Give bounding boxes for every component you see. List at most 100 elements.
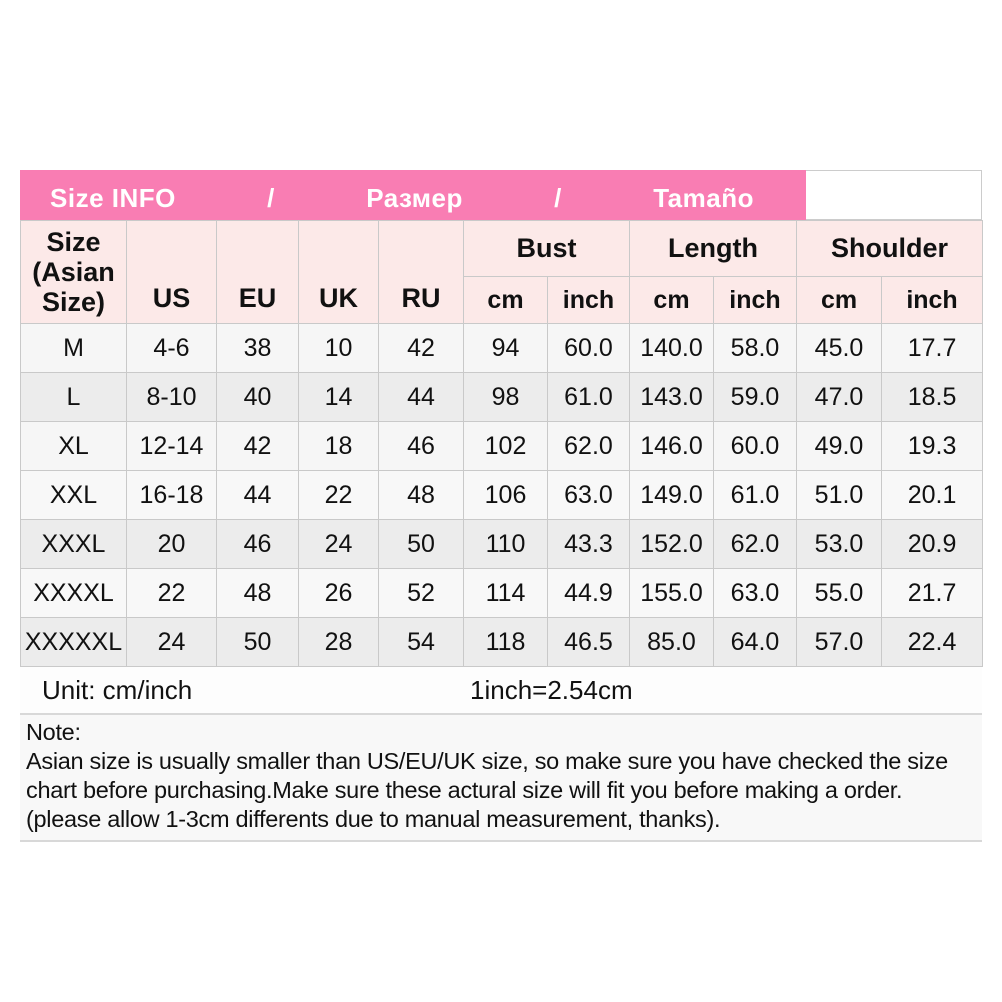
- cell-size: M: [20, 323, 127, 373]
- cell-length-inch: 59.0: [712, 372, 798, 422]
- cell-uk: 24: [298, 519, 379, 569]
- subheader-length-cm: cm: [629, 276, 714, 324]
- cell-shoulder-inch: 17.7: [881, 323, 984, 373]
- cell-ru: 42: [378, 323, 464, 373]
- cell-length-inch: 61.0: [712, 470, 798, 520]
- unit-line: Unit: cm/inch 1inch=2.54cm: [20, 667, 982, 713]
- cell-bust-cm: 94: [463, 323, 548, 373]
- cell-bust-cm: 118: [463, 617, 548, 667]
- unit-label: Unit: cm/inch: [42, 674, 193, 705]
- cell-shoulder-cm: 57.0: [796, 617, 883, 667]
- banner-row: Size INFO / Размер / Tamaño: [20, 170, 982, 220]
- cell-size: XXL: [20, 470, 127, 520]
- size-table: Size (Asian Size) US EU UK RU Bust Lengt…: [20, 220, 984, 667]
- cell-size: L: [20, 372, 127, 422]
- cell-bust-inch: 63.0: [547, 470, 630, 520]
- cell-ru: 52: [378, 568, 464, 618]
- cell-bust-cm: 98: [463, 372, 548, 422]
- cell-us: 8-10: [126, 372, 217, 422]
- cell-shoulder-cm: 49.0: [796, 421, 883, 471]
- cell-uk: 10: [298, 323, 379, 373]
- table-row-l: L 8-10 40 14 44 98 61.0 143.0 59.0 47.0 …: [20, 372, 984, 422]
- banner-separator: /: [267, 182, 275, 213]
- table-row-xxxl: XXXL 20 46 24 50 110 43.3 152.0 62.0 53.…: [20, 519, 984, 569]
- col-header-size: Size (Asian Size): [20, 220, 127, 324]
- cell-shoulder-inch: 20.9: [881, 519, 984, 569]
- cell-uk: 26: [298, 568, 379, 618]
- cell-eu: 48: [216, 568, 299, 618]
- subheader-length-inch: inch: [712, 276, 798, 324]
- cell-shoulder-inch: 18.5: [881, 372, 984, 422]
- cell-ru: 54: [378, 617, 464, 667]
- cell-shoulder-cm: 53.0: [796, 519, 883, 569]
- note-block: Note: Asian size is usually smaller than…: [20, 713, 982, 842]
- note-body: Asian size is usually smaller than US/EU…: [26, 748, 948, 832]
- cell-length-cm: 155.0: [629, 568, 714, 618]
- subheader-bust-cm: cm: [463, 276, 548, 324]
- banner-title-es: Tamaño: [653, 182, 754, 213]
- cell-bust-cm: 110: [463, 519, 548, 569]
- cell-shoulder-cm: 55.0: [796, 568, 883, 618]
- group-header-shoulder: Shoulder: [796, 220, 984, 277]
- cell-us: 16-18: [126, 470, 217, 520]
- header-row-units: cm inch cm inch cm inch: [21, 276, 984, 324]
- cell-length-inch: 58.0: [712, 323, 798, 373]
- cell-eu: 42: [216, 421, 299, 471]
- group-header-bust: Bust: [463, 220, 630, 277]
- cell-us: 12-14: [126, 421, 217, 471]
- cell-length-cm: 85.0: [629, 617, 714, 667]
- cell-ru: 46: [378, 421, 464, 471]
- subheader-shoulder-cm: cm: [796, 276, 883, 324]
- cell-size: XXXL: [20, 519, 127, 569]
- cell-bust-inch: 43.3: [547, 519, 630, 569]
- cell-ru: 50: [378, 519, 464, 569]
- cell-uk: 28: [298, 617, 379, 667]
- subheader-shoulder-inch: inch: [881, 276, 984, 324]
- cell-length-inch: 64.0: [712, 617, 798, 667]
- cell-ru: 44: [378, 372, 464, 422]
- cell-shoulder-inch: 22.4: [881, 617, 984, 667]
- cell-us: 20: [126, 519, 217, 569]
- cell-shoulder-inch: 19.3: [881, 421, 984, 471]
- cell-bust-inch: 62.0: [547, 421, 630, 471]
- cell-eu: 50: [216, 617, 299, 667]
- cell-shoulder-inch: 20.1: [881, 470, 984, 520]
- cell-us: 4-6: [126, 323, 217, 373]
- cell-shoulder-cm: 51.0: [796, 470, 883, 520]
- banner-separator: /: [554, 182, 562, 213]
- cell-bust-inch: 60.0: [547, 323, 630, 373]
- cell-shoulder-inch: 21.7: [881, 568, 984, 618]
- cell-us: 24: [126, 617, 217, 667]
- cell-uk: 22: [298, 470, 379, 520]
- col-header-eu: EU: [216, 220, 299, 324]
- cell-bust-inch: 44.9: [547, 568, 630, 618]
- table-row-xxl: XXL 16-18 44 22 48 106 63.0 149.0 61.0 5…: [20, 470, 984, 520]
- cell-length-inch: 63.0: [712, 568, 798, 618]
- cell-size: XXXXXL: [20, 617, 127, 667]
- header-row-groups: Size (Asian Size) US EU UK RU Bust Lengt…: [20, 220, 984, 324]
- cell-us: 22: [126, 568, 217, 618]
- cell-bust-cm: 114: [463, 568, 548, 618]
- size-info-banner: Size INFO / Размер / Tamaño: [20, 170, 806, 220]
- cell-bust-inch: 46.5: [547, 617, 630, 667]
- table-row-xl: XL 12-14 42 18 46 102 62.0 146.0 60.0 49…: [20, 421, 984, 471]
- subheader-bust-inch: inch: [547, 276, 630, 324]
- note-title: Note:: [26, 719, 81, 745]
- cell-bust-inch: 61.0: [547, 372, 630, 422]
- col-header-us: US: [126, 220, 217, 324]
- table-row-xxxxl: XXXXL 22 48 26 52 114 44.9 155.0 63.0 55…: [20, 568, 984, 618]
- table-row-m: M 4-6 38 10 42 94 60.0 140.0 58.0 45.0 1…: [20, 323, 984, 373]
- cell-length-inch: 60.0: [712, 421, 798, 471]
- table-row-xxxxxl: XXXXXL 24 50 28 54 118 46.5 85.0 64.0 57…: [20, 617, 984, 667]
- cell-shoulder-cm: 47.0: [796, 372, 883, 422]
- cell-eu: 40: [216, 372, 299, 422]
- cell-eu: 44: [216, 470, 299, 520]
- cell-eu: 46: [216, 519, 299, 569]
- cell-length-cm: 140.0: [629, 323, 714, 373]
- cell-length-cm: 146.0: [629, 421, 714, 471]
- conversion-label: 1inch=2.54cm: [470, 674, 633, 705]
- banner-empty-cell: [806, 170, 982, 220]
- col-header-uk: UK: [298, 220, 379, 324]
- col-header-ru: RU: [378, 220, 464, 324]
- size-chart-sheet: Size INFO / Размер / Tamaño Size (Asian …: [20, 170, 984, 842]
